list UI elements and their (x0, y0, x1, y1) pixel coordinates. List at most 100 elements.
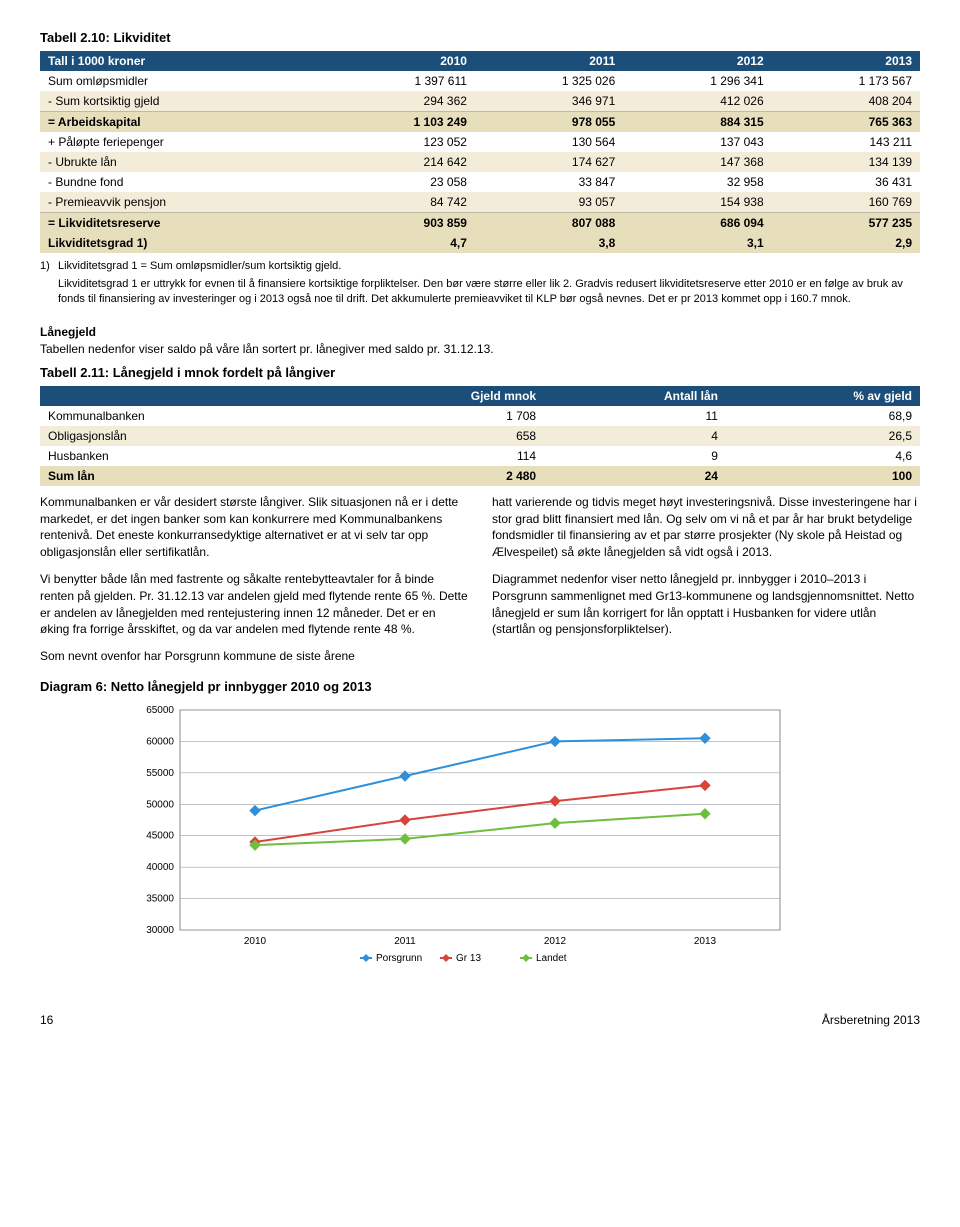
table2: Gjeld mnokAntall lån% av gjeld Kommunalb… (40, 386, 920, 486)
left-column: Kommunalbanken er vår desidert største l… (40, 494, 468, 675)
table2-cell: Kommunalbanken (40, 406, 333, 426)
body-paragraph: Som nevnt ovenfor har Porsgrunn kommune … (40, 648, 468, 665)
table2-header: Antall lån (544, 386, 726, 406)
table2-cell: 11 (544, 406, 726, 426)
table1-cell: - Premieavvik pensjon (40, 192, 327, 213)
table1-cell: 1 296 341 (623, 71, 771, 91)
table1-cell: 1 325 026 (475, 71, 623, 91)
table1-title: Tabell 2.10: Likviditet (40, 30, 920, 45)
lanegjeld-intro: Tabellen nedenfor viser saldo på våre lå… (40, 341, 920, 357)
table1-cell: 32 958 (623, 172, 771, 192)
svg-text:50000: 50000 (146, 799, 174, 810)
table1-cell: 36 431 (772, 172, 920, 192)
table1-cell: 1 173 567 (772, 71, 920, 91)
table1-cell: 134 139 (772, 152, 920, 172)
table1-cell: 1 397 611 (327, 71, 475, 91)
table1-cell: 577 235 (772, 213, 920, 234)
table1-cell: 765 363 (772, 112, 920, 133)
body-paragraph: Kommunalbanken er vår desidert største l… (40, 494, 468, 561)
table1-cell: 807 088 (475, 213, 623, 234)
svg-text:Gr 13: Gr 13 (456, 953, 481, 964)
table2-cell: Obligasjonslån (40, 426, 333, 446)
table1-header: 2010 (327, 51, 475, 71)
table1-cell: 408 204 (772, 91, 920, 112)
table1-header: 2011 (475, 51, 623, 71)
lanegjeld-heading: Lånegjeld (40, 325, 920, 339)
svg-text:Landet: Landet (536, 953, 567, 964)
table2-cell: 4 (544, 426, 726, 446)
svg-text:40000: 40000 (146, 862, 174, 873)
page-footer: 16 Årsberetning 2013 (40, 1013, 920, 1027)
table1-cell: - Ubrukte lån (40, 152, 327, 172)
table1-cell: = Likviditetsreserve (40, 213, 327, 234)
svg-text:65000: 65000 (146, 705, 174, 716)
note2-text: Likviditetsgrad 1 er uttrykk for evnen t… (58, 277, 920, 307)
table1-cell: 3,1 (623, 233, 771, 253)
table1-cell: 23 058 (327, 172, 475, 192)
table1-cell: 903 859 (327, 213, 475, 234)
note1-num: 1) (40, 259, 58, 274)
table1-cell: 147 368 (623, 152, 771, 172)
table2-title: Tabell 2.11: Lånegjeld i mnok fordelt på… (40, 365, 920, 380)
table1-cell: = Arbeidskapital (40, 112, 327, 133)
table1-header: 2012 (623, 51, 771, 71)
footer-right: Årsberetning 2013 (822, 1013, 920, 1027)
table1-cell: 33 847 (475, 172, 623, 192)
table2-cell: 24 (544, 466, 726, 486)
table1-header: 2013 (772, 51, 920, 71)
body-paragraph: Vi benytter både lån med fastrente og så… (40, 571, 468, 638)
table1-cell: 294 362 (327, 91, 475, 112)
table2-cell: Husbanken (40, 446, 333, 466)
chart-title: Diagram 6: Netto lånegjeld pr innbygger … (40, 679, 920, 694)
page-number: 16 (40, 1013, 53, 1027)
svg-text:60000: 60000 (146, 736, 174, 747)
right-column: hatt varierende og tidvis meget høyt inv… (492, 494, 920, 675)
table2-cell: 26,5 (726, 426, 920, 446)
table1-cell: - Sum kortsiktig gjeld (40, 91, 327, 112)
note1-text: Likviditetsgrad 1 = Sum omløpsmidler/sum… (58, 259, 341, 274)
svg-text:35000: 35000 (146, 893, 174, 904)
table2-cell: 68,9 (726, 406, 920, 426)
table1-cell: 412 026 (623, 91, 771, 112)
table2-cell: 114 (333, 446, 544, 466)
table1: Tall i 1000 kroner2010201120122013 Sum o… (40, 51, 920, 253)
table1-cell: 154 938 (623, 192, 771, 213)
table2-header: Gjeld mnok (333, 386, 544, 406)
svg-text:2013: 2013 (694, 936, 717, 947)
svg-text:2011: 2011 (394, 936, 416, 947)
table1-notes: 1) Likviditetsgrad 1 = Sum omløpsmidler/… (40, 259, 920, 307)
table1-cell: 143 211 (772, 132, 920, 152)
table1-cell: 978 055 (475, 112, 623, 133)
table1-header: Tall i 1000 kroner (40, 51, 327, 71)
table2-header (40, 386, 333, 406)
table1-cell: 346 971 (475, 91, 623, 112)
table1-cell: 686 094 (623, 213, 771, 234)
table2-cell: 658 (333, 426, 544, 446)
body-paragraph: hatt varierende og tidvis meget høyt inv… (492, 494, 920, 561)
table1-cell: 3,8 (475, 233, 623, 253)
chart: 30000 35000 40000 45000 50000 55000 60000 65000… (120, 700, 800, 993)
table2-cell: 100 (726, 466, 920, 486)
table2-cell: 4,6 (726, 446, 920, 466)
table1-cell: 84 742 (327, 192, 475, 213)
table1-cell: Likviditetsgrad 1) (40, 233, 327, 253)
svg-text:2012: 2012 (544, 936, 567, 947)
table1-cell: 160 769 (772, 192, 920, 213)
svg-text:30000: 30000 (146, 925, 174, 936)
table1-cell: - Bundne fond (40, 172, 327, 192)
table2-cell: 2 480 (333, 466, 544, 486)
svg-text:45000: 45000 (146, 831, 174, 842)
table2-cell: Sum lån (40, 466, 333, 486)
table1-cell: 4,7 (327, 233, 475, 253)
table1-cell: 123 052 (327, 132, 475, 152)
table2-cell: 1 708 (333, 406, 544, 426)
table1-cell: 2,9 (772, 233, 920, 253)
table1-cell: 93 057 (475, 192, 623, 213)
svg-text:55000: 55000 (146, 768, 174, 779)
svg-text:Porsgrunn: Porsgrunn (376, 953, 422, 964)
table1-cell: 137 043 (623, 132, 771, 152)
table1-cell: 174 627 (475, 152, 623, 172)
table1-cell: 884 315 (623, 112, 771, 133)
table1-cell: 130 564 (475, 132, 623, 152)
table1-cell: + Påløpte feriepenger (40, 132, 327, 152)
